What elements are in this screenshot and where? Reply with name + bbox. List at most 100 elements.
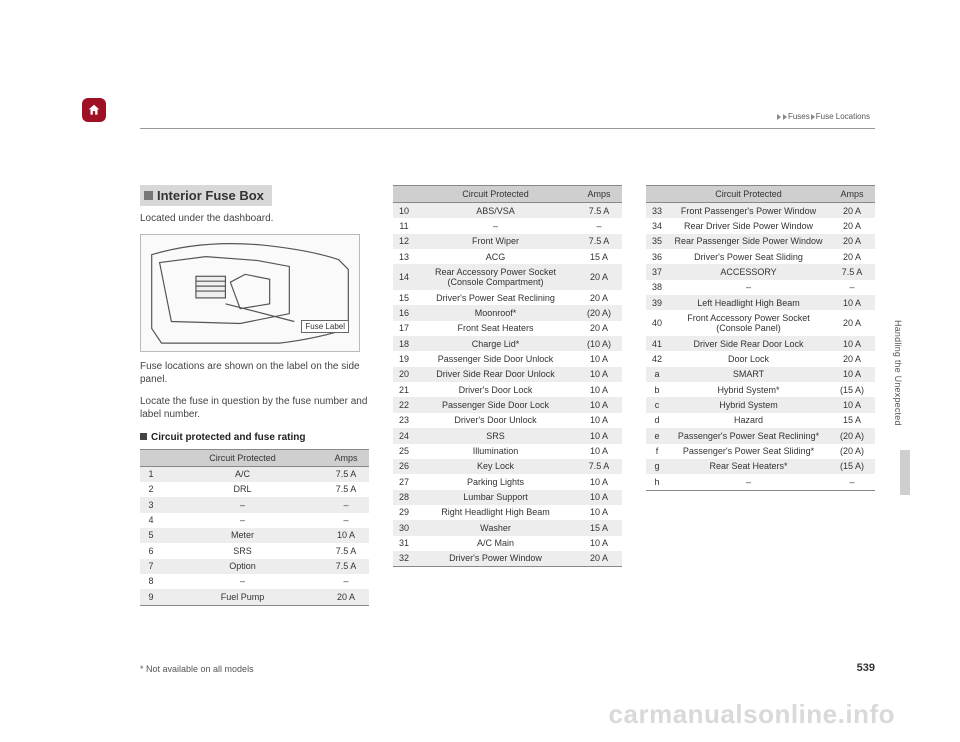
cell-amps: 7.5 A <box>576 234 622 249</box>
cell-name: Front Seat Heaters <box>415 321 576 336</box>
subheading: Circuit protected and fuse rating <box>140 432 369 443</box>
cell-name: Passenger Side Door Lock <box>415 397 576 412</box>
col-name: Circuit Protected <box>415 186 576 203</box>
cell-num: 23 <box>393 413 415 428</box>
cell-name: Rear Accessory Power Socket (Console Com… <box>415 264 576 290</box>
cell-num: b <box>646 382 668 397</box>
cell-name: – <box>668 280 829 295</box>
table-row: 4–– <box>140 513 369 528</box>
cell-amps: 7.5 A <box>576 459 622 474</box>
cell-amps: (10 A) <box>576 336 622 351</box>
cell-num: 25 <box>393 444 415 459</box>
cell-name: Passenger Side Door Unlock <box>415 351 576 366</box>
cell-amps: 20 A <box>829 203 875 219</box>
cell-name: Fuel Pump <box>162 589 323 604</box>
table-row: 27Parking Lights10 A <box>393 474 622 489</box>
cell-amps: 10 A <box>576 382 622 397</box>
cell-name: A/C <box>162 466 323 482</box>
cell-name: DRL <box>162 482 323 497</box>
cell-amps: 15 A <box>576 520 622 535</box>
cell-name: Hybrid System* <box>668 382 829 397</box>
cell-num: 20 <box>393 367 415 382</box>
cell-amps: 10 A <box>576 397 622 412</box>
cell-name: Rear Driver Side Power Window <box>668 218 829 233</box>
cell-name: Rear Seat Heaters* <box>668 459 829 474</box>
cell-num: 24 <box>393 428 415 443</box>
table-row: 35Rear Passenger Side Power Window20 A <box>646 234 875 249</box>
fuse-table-3: Circuit Protected Amps 33Front Passenger… <box>646 185 875 490</box>
breadcrumb-a: Fuses <box>788 112 810 121</box>
cell-name: A/C Main <box>415 536 576 551</box>
cell-amps: (15 A) <box>829 382 875 397</box>
cell-name: – <box>162 513 323 528</box>
cell-name: Passenger's Power Seat Sliding* <box>668 444 829 459</box>
cell-amps: 10 A <box>576 474 622 489</box>
table-row: 40Front Accessory Power Socket (Console … <box>646 310 875 336</box>
cell-num: 2 <box>140 482 162 497</box>
cell-amps: – <box>829 280 875 295</box>
table-row: 23Driver's Door Unlock10 A <box>393 413 622 428</box>
cell-num: 4 <box>140 513 162 528</box>
cell-num: 26 <box>393 459 415 474</box>
side-tab: Handling the Unexpected <box>893 320 903 426</box>
table-row: 33Front Passenger's Power Window20 A <box>646 203 875 219</box>
cell-num: 18 <box>393 336 415 351</box>
cell-name: Meter <box>162 528 323 543</box>
cell-amps: – <box>829 474 875 489</box>
table-row: 39Left Headlight High Beam10 A <box>646 295 875 310</box>
column-3: Circuit Protected Amps 33Front Passenger… <box>646 185 875 606</box>
table-row: fPassenger's Power Seat Sliding*(20 A) <box>646 444 875 459</box>
cell-num: 3 <box>140 497 162 512</box>
cell-amps: 7.5 A <box>576 203 622 219</box>
table-row: 14Rear Accessory Power Socket (Console C… <box>393 264 622 290</box>
cell-num: 16 <box>393 305 415 320</box>
dashboard-diagram: Fuse Label <box>140 234 360 352</box>
table-row: 15Driver's Power Seat Reclining20 A <box>393 290 622 305</box>
column-1: Interior Fuse Box Located under the dash… <box>140 185 369 606</box>
home-icon[interactable] <box>82 98 106 122</box>
table-row: 24SRS10 A <box>393 428 622 443</box>
table-row: aSMART10 A <box>646 367 875 382</box>
cell-amps: 10 A <box>576 444 622 459</box>
cell-name: Passenger's Power Seat Reclining* <box>668 428 829 443</box>
cell-name: Driver Side Rear Door Lock <box>668 336 829 351</box>
caption-1: Fuse locations are shown on the label on… <box>140 360 369 387</box>
watermark: carmanualsonline.info <box>609 699 895 730</box>
cell-amps: – <box>576 218 622 233</box>
cell-amps: 20 A <box>829 234 875 249</box>
cell-name: Parking Lights <box>415 474 576 489</box>
table-row: 38–– <box>646 280 875 295</box>
cell-name: Left Headlight High Beam <box>668 295 829 310</box>
table-row: ePassenger's Power Seat Reclining*(20 A) <box>646 428 875 443</box>
cell-num: 9 <box>140 589 162 604</box>
table-row: 11–– <box>393 218 622 233</box>
page-number: 539 <box>857 662 875 674</box>
section-title: Interior Fuse Box <box>140 185 272 206</box>
fuse-table-1: Circuit Protected Amps 1A/C7.5 A2DRL7.5 … <box>140 449 369 605</box>
cell-num: 41 <box>646 336 668 351</box>
cell-name: Right Headlight High Beam <box>415 505 576 520</box>
top-rule <box>140 128 875 129</box>
table-row: 18Charge Lid*(10 A) <box>393 336 622 351</box>
table-row: 21Driver's Door Lock10 A <box>393 382 622 397</box>
square-bullet-icon <box>140 433 147 440</box>
col-num <box>393 186 415 203</box>
cell-num: 30 <box>393 520 415 535</box>
table-row: 32Driver's Power Window20 A <box>393 551 622 566</box>
table-row: 19Passenger Side Door Unlock10 A <box>393 351 622 366</box>
cell-num: 31 <box>393 536 415 551</box>
cell-amps: 10 A <box>576 351 622 366</box>
cell-amps: 7.5 A <box>829 264 875 279</box>
col-amps: Amps <box>829 186 875 203</box>
cell-num: 42 <box>646 351 668 366</box>
cell-num: 7 <box>140 559 162 574</box>
table-row: 1A/C7.5 A <box>140 466 369 482</box>
col-amps: Amps <box>323 449 369 466</box>
fuse-table-2: Circuit Protected Amps 10ABS/VSA7.5 A11–… <box>393 185 622 566</box>
table-row: 3–– <box>140 497 369 512</box>
cell-num: 22 <box>393 397 415 412</box>
cell-num: 1 <box>140 466 162 482</box>
cell-name: Key Lock <box>415 459 576 474</box>
cell-num: 36 <box>646 249 668 264</box>
table-row: 5Meter10 A <box>140 528 369 543</box>
